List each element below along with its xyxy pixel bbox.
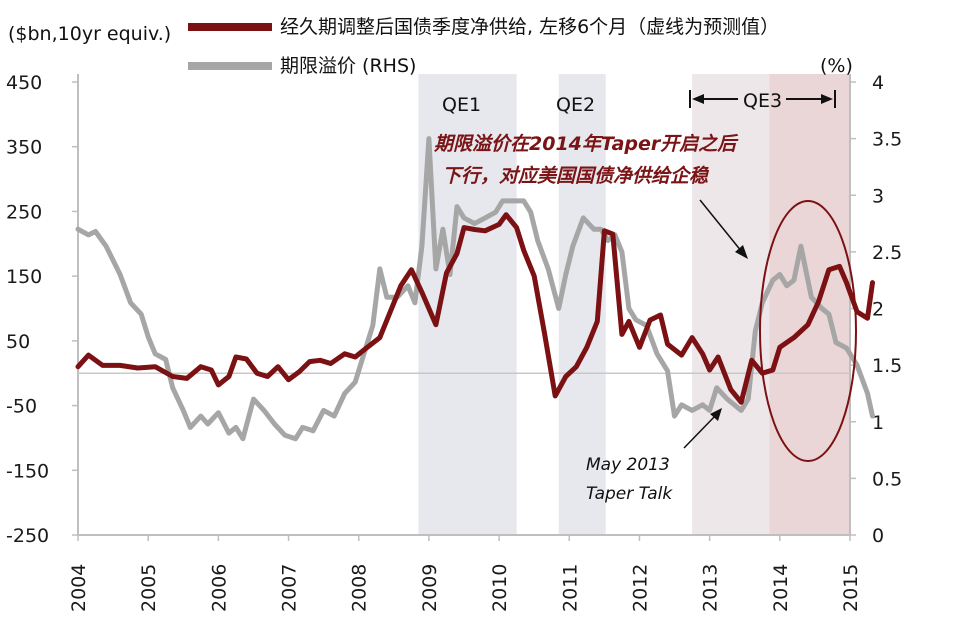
series-line-supply bbox=[75, 212, 875, 405]
right-axis-unit: (%) bbox=[820, 55, 853, 77]
x-tick-label: 2009 bbox=[419, 564, 441, 612]
qe3-arrowhead-right bbox=[821, 94, 833, 104]
x-tick-label: 2008 bbox=[349, 564, 371, 612]
annotation-taper-talk-arrowhead bbox=[710, 408, 722, 421]
right-tick-label: 2 bbox=[872, 299, 884, 321]
annotation-term-premium-arrow bbox=[699, 199, 743, 253]
series-line-term-premium bbox=[75, 136, 875, 442]
legend: 经久期调整后国债季度净供给, 左移6个月（虚线为预测值） 期限溢价 (RHS) bbox=[188, 16, 779, 77]
right-tick-label: 0 bbox=[872, 525, 884, 547]
left-tick-label: -50 bbox=[6, 396, 37, 418]
right-tick-label: 1.5 bbox=[872, 355, 902, 377]
annotation-term-premium-line2: 下行，对应美国国债净供给企稳 bbox=[442, 165, 710, 187]
shaded-period-2 bbox=[692, 74, 770, 535]
left-axis-unit: ($bn,10yr equiv.) bbox=[8, 23, 171, 45]
left-tick-label: 50 bbox=[6, 331, 30, 353]
annotation-term-premium-line1: 期限溢价在2014年Taper开启之后 bbox=[433, 133, 739, 155]
x-tick-label: 2014 bbox=[770, 564, 792, 612]
annotation-taper-talk-line2: Taper Talk bbox=[586, 484, 673, 504]
legend-label-term-premium: 期限溢价 (RHS) bbox=[280, 55, 416, 77]
axes: 450 350 250 150 50 -50 -150 -250 4 3.5 3 2.5 2 1.5 1 0.… bbox=[6, 72, 902, 612]
left-tick-label: 450 bbox=[6, 72, 42, 94]
qe3-span: QE3 bbox=[689, 90, 836, 112]
band-label-qe1: QE1 bbox=[442, 94, 481, 116]
band-label-qe3: QE3 bbox=[743, 90, 782, 112]
annotation-taper-talk-line1: May 2013 bbox=[586, 455, 670, 475]
x-tick-label: 2005 bbox=[138, 564, 160, 612]
annotation-taper-talk-arrow bbox=[683, 413, 718, 449]
band-label-qe2: QE2 bbox=[556, 94, 595, 116]
x-tick-label: 2013 bbox=[700, 564, 722, 612]
shaded-period-0 bbox=[418, 74, 517, 535]
x-tick-label: 2015 bbox=[840, 564, 862, 612]
legend-label-supply: 经久期调整后国债季度净供给, 左移6个月（虚线为预测值） bbox=[280, 16, 779, 38]
x-tick-label: 2010 bbox=[489, 564, 511, 612]
x-tick-label: 2004 bbox=[68, 564, 90, 612]
right-tick-label: 2.5 bbox=[872, 242, 902, 264]
highlight-ellipse bbox=[759, 200, 857, 462]
qe3-arrowhead-left bbox=[692, 94, 704, 104]
x-tick-label: 2007 bbox=[279, 564, 301, 612]
left-tick-label: 250 bbox=[6, 201, 42, 223]
right-tick-label: 4 bbox=[872, 72, 884, 94]
right-tick-label: 3 bbox=[872, 185, 884, 207]
shaded-period-3 bbox=[769, 74, 850, 535]
x-tick-label: 2012 bbox=[629, 564, 651, 612]
left-tick-label: -250 bbox=[6, 525, 49, 547]
right-tick-label: 0.5 bbox=[872, 468, 902, 490]
annotation-term-premium-arrowhead bbox=[735, 245, 748, 259]
left-tick-label: 150 bbox=[6, 266, 42, 288]
left-tick-label: 350 bbox=[6, 137, 42, 159]
x-tick-label: 2011 bbox=[559, 564, 581, 612]
series-layer bbox=[75, 136, 875, 442]
left-tick-label: -150 bbox=[6, 460, 49, 482]
x-tick-label: 2006 bbox=[208, 564, 230, 612]
right-tick-label: 3.5 bbox=[872, 129, 902, 151]
right-tick-label: 1 bbox=[872, 412, 884, 434]
